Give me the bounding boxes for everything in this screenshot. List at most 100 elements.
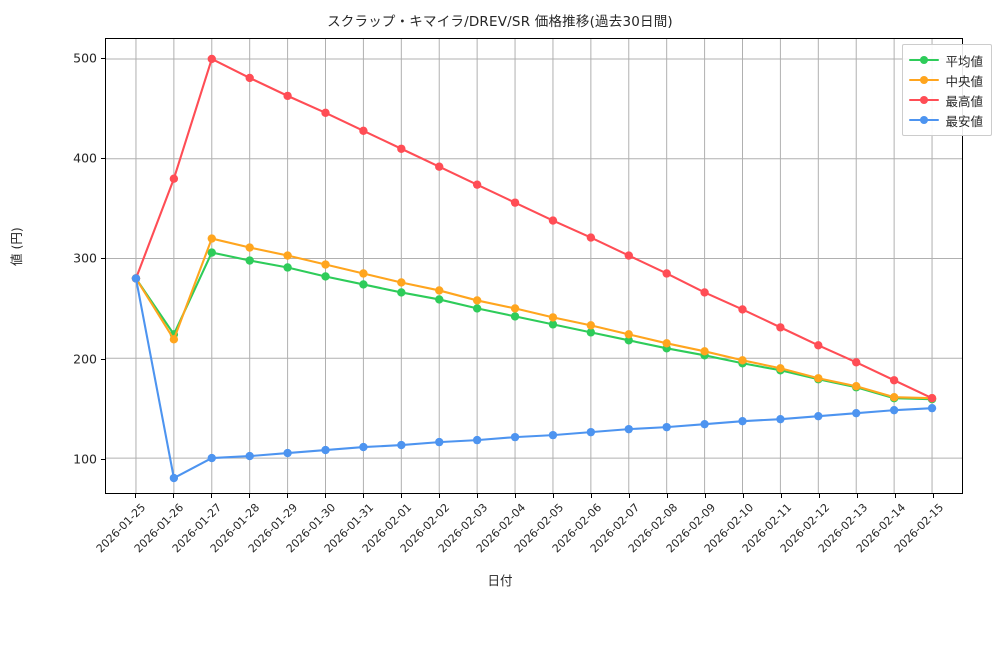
data-point: [245, 451, 254, 461]
legend-marker-icon: [909, 114, 940, 126]
data-point: [548, 216, 558, 225]
legend-label: 最安値: [945, 113, 983, 129]
legend-item[interactable]: 中央値: [909, 70, 983, 90]
data-point: [283, 263, 292, 272]
data-point: [359, 280, 368, 289]
data-point: [738, 416, 747, 426]
legend-item[interactable]: 平均値: [909, 50, 983, 70]
y-tick-mark: [101, 158, 105, 160]
data-point: [472, 435, 482, 445]
x-tick-mark: [628, 494, 630, 498]
data-point: [435, 295, 444, 304]
data-point: [776, 323, 785, 332]
legend-marker-icon: [909, 54, 940, 66]
data-point: [283, 448, 292, 458]
data-point: [245, 73, 254, 83]
y-tick-label: 100: [73, 451, 97, 467]
data-point: [435, 286, 444, 295]
data-point: [586, 233, 596, 242]
data-point: [397, 278, 406, 287]
y-tick-mark: [101, 458, 105, 460]
legend-label: 平均値: [945, 53, 983, 69]
data-point: [624, 424, 633, 434]
data-point: [586, 328, 596, 337]
data-point: [927, 404, 937, 413]
data-point: [472, 180, 482, 189]
series-line: [134, 57, 934, 400]
x-tick-mark: [363, 494, 364, 498]
data-point: [321, 272, 330, 281]
chart-title: スクラップ・キマイラ/DREV/SR 価格推移(過去30日間): [327, 14, 673, 30]
data-point: [283, 91, 292, 101]
data-point: [207, 248, 216, 257]
data-point: [397, 144, 406, 153]
data-point: [662, 422, 671, 432]
x-tick-mark: [704, 494, 706, 498]
data-point: [548, 430, 558, 440]
x-tick-mark: [666, 494, 668, 498]
series-line: [134, 237, 934, 400]
data-point: [624, 330, 633, 339]
legend-marker-icon: [909, 74, 940, 86]
data-point: [435, 437, 444, 447]
plot-area: [105, 38, 963, 494]
data-point: [776, 414, 785, 424]
y-tick-label: 200: [73, 351, 97, 367]
x-tick-mark: [135, 494, 137, 498]
data-point: [700, 347, 709, 356]
data-point: [548, 320, 558, 329]
chart-figure: スクラップ・キマイラ/DREV/SR 価格推移(過去30日間) 値 (円) 日付…: [9, 14, 992, 588]
data-point: [472, 296, 482, 305]
x-tick-mark: [211, 494, 213, 498]
data-point: [889, 376, 899, 385]
x-tick-mark: [249, 494, 251, 498]
data-point: [207, 453, 216, 463]
x-tick-mark: [515, 494, 516, 498]
y-tick-label: 500: [73, 50, 97, 66]
series-line: [134, 251, 934, 401]
data-point: [738, 356, 747, 365]
data-point: [359, 126, 368, 135]
data-point: [738, 305, 747, 314]
data-point: [131, 274, 141, 283]
data-point: [245, 256, 254, 265]
data-point: [207, 234, 216, 243]
data-point: [359, 269, 368, 278]
y-tick-label: 300: [73, 250, 97, 266]
data-point: [510, 312, 520, 321]
chart-legend: 平均値 中央値 最高値最安値: [902, 44, 992, 136]
data-point: [586, 321, 596, 330]
data-point: [700, 419, 709, 429]
x-tick-mark: [477, 494, 478, 498]
data-point: [852, 382, 861, 391]
legend-item[interactable]: 最高値: [909, 90, 983, 110]
data-point: [586, 427, 596, 437]
data-point: [510, 198, 520, 207]
data-point: [169, 174, 179, 183]
legend-item[interactable]: 最安値: [909, 110, 983, 130]
y-tick-mark: [101, 58, 105, 60]
data-point: [889, 406, 899, 415]
data-point: [700, 288, 709, 297]
data-point: [889, 393, 899, 402]
x-tick-mark: [856, 494, 858, 498]
y-tick-label: 400: [73, 150, 97, 166]
y-axis-label: 値 (円): [9, 227, 24, 266]
data-point: [397, 440, 406, 450]
data-point: [397, 288, 406, 297]
data-point: [207, 54, 216, 64]
data-point: [624, 251, 633, 260]
x-tick-mark: [552, 494, 554, 498]
data-point: [852, 408, 861, 418]
data-point: [927, 394, 937, 403]
data-point: [548, 313, 558, 322]
series-line: [134, 277, 934, 480]
data-point: [472, 304, 482, 313]
legend-marker-icon: [909, 94, 940, 106]
x-tick-mark: [401, 494, 402, 498]
data-point: [662, 339, 671, 348]
data-point: [814, 411, 823, 421]
data-point: [814, 341, 823, 350]
x-tick-mark: [780, 494, 782, 498]
data-point: [852, 358, 861, 367]
